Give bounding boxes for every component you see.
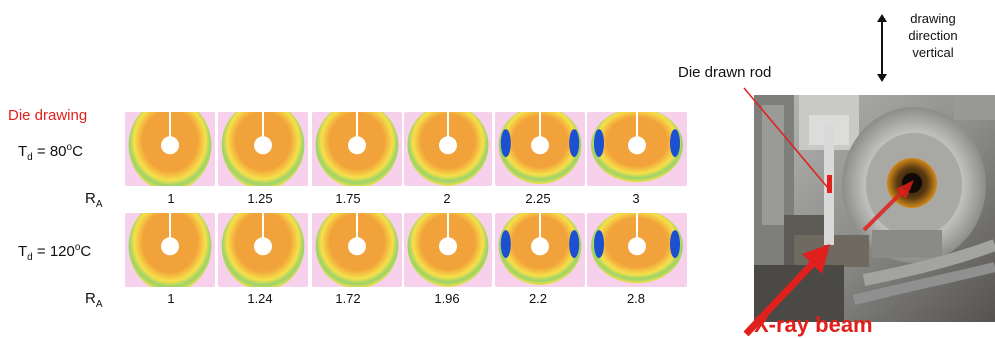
die-drawing-label: Die drawing (8, 107, 88, 124)
drawing-direction-label: drawing direction vertical (908, 11, 958, 60)
ra-value: 2.25 (525, 191, 551, 206)
temperature-label-row-2: Td = 120oC (18, 242, 92, 263)
diffraction-pattern-image (125, 112, 215, 186)
diffraction-pattern-image (404, 213, 492, 287)
temperature-label-row-1: Td = 80oC (18, 142, 83, 163)
ra-value: 1.72 (335, 291, 361, 306)
vertical-double-arrow-icon (877, 14, 887, 82)
ra-value: 1 (167, 191, 175, 206)
ra-value: 3 (632, 191, 640, 206)
diffraction-pattern-image (218, 213, 308, 287)
diffraction-pattern-image (312, 112, 402, 186)
diffraction-pattern-image (404, 112, 492, 186)
ra-value: 1.96 (434, 291, 460, 306)
rod-pointer-line (743, 87, 829, 189)
ra-value: 1.75 (335, 191, 361, 206)
diffraction-pattern-image (312, 213, 402, 287)
diffraction-pattern-image (218, 112, 308, 186)
diffraction-pattern-image (495, 213, 585, 287)
xray-beam-label: X-ray beam (754, 312, 873, 337)
ra-value: 2.2 (528, 291, 548, 306)
diffraction-pattern-image (495, 112, 585, 186)
diffraction-pattern-image (587, 112, 687, 186)
ra-label-row-1: RA (85, 190, 103, 210)
ra-value: 2.8 (626, 291, 646, 306)
die-drawn-rod-label: Die drawn rod (678, 64, 772, 81)
ra-value: 2 (443, 191, 451, 206)
ra-value: 1 (167, 291, 175, 306)
diffraction-pattern-image (587, 213, 687, 287)
xray-beam-arrow-icon (743, 244, 830, 337)
ra-value: 1.24 (247, 291, 273, 306)
ra-label-row-2: RA (85, 290, 103, 310)
ra-value: 1.25 (247, 191, 273, 206)
diffraction-pattern-image (125, 213, 215, 287)
